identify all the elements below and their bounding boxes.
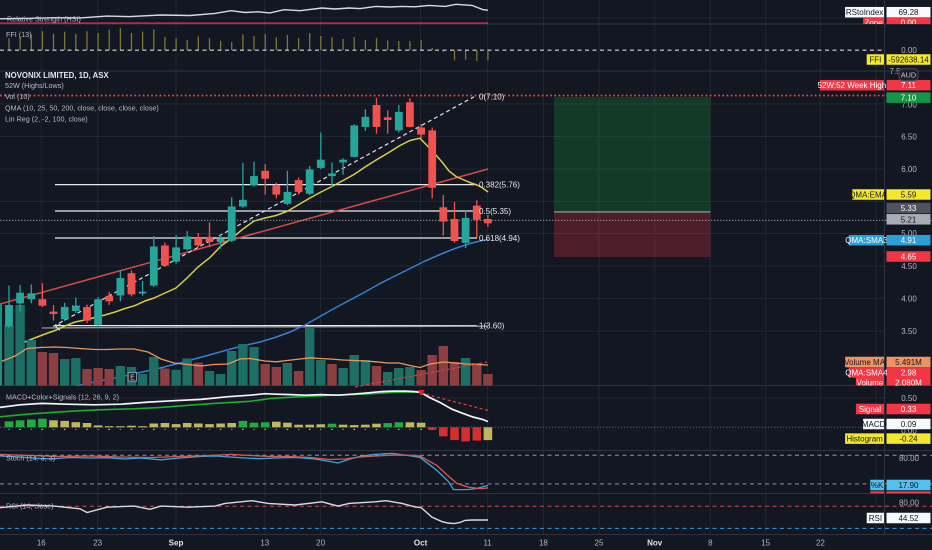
svg-text:-0.24: -0.24 — [899, 435, 918, 444]
svg-text:4.50: 4.50 — [901, 262, 917, 271]
svg-text:4.65: 4.65 — [901, 253, 917, 262]
svg-text:Signal: Signal — [859, 405, 881, 414]
svg-text:RSI (14, close): RSI (14, close) — [6, 502, 54, 511]
svg-text:0.33: 0.33 — [901, 405, 917, 414]
svg-text:0.00: 0.00 — [901, 19, 917, 28]
svg-text:Volume MA: Volume MA — [844, 358, 886, 367]
svg-text:%K: %K — [871, 481, 884, 490]
svg-text:6.50: 6.50 — [901, 133, 917, 142]
svg-text:15: 15 — [761, 539, 770, 548]
svg-text:FFI (13): FFI (13) — [6, 30, 32, 39]
svg-text:QMA (10, 25, 50, 200, close, c: QMA (10, 25, 50, 200, close, close, clos… — [5, 103, 159, 112]
svg-text:5.00: 5.00 — [901, 229, 917, 238]
svg-text:80.00: 80.00 — [899, 454, 920, 463]
svg-text:FFI: FFI — [869, 56, 881, 65]
svg-text:69.28: 69.28 — [898, 8, 919, 17]
svg-text:MACD+Color+Signals (12, 26, 9,: MACD+Color+Signals (12, 26, 9, 2) — [6, 393, 119, 402]
svg-text:18: 18 — [539, 539, 548, 548]
svg-text:17.90: 17.90 — [898, 481, 919, 490]
svg-text:Stoch (14, 3, 3): Stoch (14, 3, 3) — [6, 454, 55, 463]
svg-text:22: 22 — [816, 539, 825, 548]
svg-text:0.382(5.76): 0.382(5.76) — [479, 181, 520, 190]
svg-text:2.98: 2.98 — [901, 369, 917, 378]
svg-text:80.00: 80.00 — [899, 499, 920, 508]
svg-text:4.00: 4.00 — [901, 295, 917, 304]
svg-text:QMA:EMA: QMA:EMA — [849, 191, 887, 200]
svg-text:0.00: 0.00 — [901, 427, 917, 436]
svg-text:QMA:SMA3: QMA:SMA3 — [845, 236, 888, 245]
svg-text:0.618(4.94): 0.618(4.94) — [479, 234, 520, 243]
svg-text:Sep: Sep — [169, 539, 184, 548]
svg-text:3.50: 3.50 — [901, 327, 917, 336]
svg-text:Zone: Zone — [864, 19, 883, 28]
svg-text:Lin Reg (2, -2, 100, close): Lin Reg (2, -2, 100, close) — [5, 115, 88, 124]
svg-text:RStoIndex: RStoIndex — [846, 8, 883, 17]
svg-text:0(7.10): 0(7.10) — [479, 93, 505, 102]
svg-text:23: 23 — [93, 539, 102, 548]
svg-text:7.5: 7.5 — [889, 67, 901, 76]
svg-text:Relative Strength (HSI): Relative Strength (HSI) — [7, 15, 81, 24]
svg-text:6.00: 6.00 — [901, 165, 917, 174]
svg-text:Oct: Oct — [414, 539, 428, 548]
svg-text:Vol (10): Vol (10) — [5, 92, 30, 101]
svg-text:13: 13 — [260, 539, 269, 548]
svg-text:0.5(5.35): 0.5(5.35) — [479, 207, 511, 216]
svg-text:QMA:SMA4: QMA:SMA4 — [845, 369, 888, 378]
svg-text:25: 25 — [595, 539, 604, 548]
svg-text:RSI: RSI — [869, 514, 882, 523]
svg-text:E: E — [130, 374, 135, 381]
svg-text:7.00: 7.00 — [901, 101, 917, 110]
svg-text:5.21: 5.21 — [901, 215, 917, 224]
svg-text:MACD: MACD — [862, 420, 886, 429]
svg-text:2.080M: 2.080M — [895, 379, 922, 388]
svg-text:7.11: 7.11 — [901, 81, 917, 90]
svg-text:20: 20 — [316, 539, 325, 548]
svg-text:4.91: 4.91 — [901, 236, 917, 245]
svg-text:-592638.14: -592638.14 — [888, 56, 929, 65]
svg-text:Histogram: Histogram — [846, 435, 883, 444]
svg-text:52W:52 Week High: 52W:52 Week High — [818, 81, 887, 90]
svg-text:0.09: 0.09 — [901, 420, 917, 429]
svg-text:0.00: 0.00 — [901, 46, 917, 55]
svg-text:5.59: 5.59 — [901, 191, 917, 200]
svg-text:Nov: Nov — [647, 539, 663, 548]
svg-text:5.33: 5.33 — [901, 204, 917, 213]
svg-text:7.10: 7.10 — [901, 94, 917, 103]
svg-text:16: 16 — [37, 539, 46, 548]
svg-text:11: 11 — [483, 539, 492, 548]
svg-text:52W (Highs/Lows): 52W (Highs/Lows) — [5, 81, 64, 90]
svg-text:5.491M: 5.491M — [895, 358, 922, 367]
svg-text:1(3.60): 1(3.60) — [479, 322, 505, 331]
svg-text:44.52: 44.52 — [898, 514, 919, 523]
svg-text:0.50: 0.50 — [901, 394, 917, 403]
svg-text:Volume: Volume — [857, 379, 884, 388]
svg-text:NOVONIX LIMITED, 1D, ASX: NOVONIX LIMITED, 1D, ASX — [5, 71, 109, 80]
svg-text:AUD: AUD — [901, 71, 916, 80]
svg-text:12.31: 12.31 — [898, 493, 919, 502]
svg-text:%D: %D — [871, 493, 884, 502]
svg-text:8: 8 — [708, 539, 713, 548]
